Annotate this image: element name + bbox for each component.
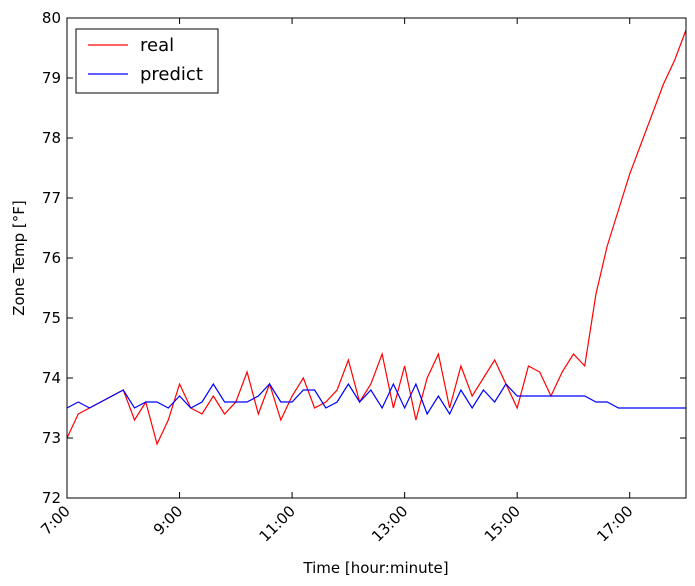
- x-tick-label: 13:00: [368, 502, 411, 545]
- legend-label: predict: [140, 64, 203, 85]
- y-tick-label: 75: [42, 309, 61, 327]
- x-tick-label: 15:00: [481, 502, 524, 545]
- x-tick-label: 9:00: [150, 502, 187, 539]
- series-line: [66, 382, 686, 416]
- y-tick-label: 76: [42, 249, 61, 267]
- x-tick-label: 11:00: [256, 502, 299, 545]
- y-tick-label: 72: [42, 489, 61, 507]
- x-tick-label: 17:00: [593, 502, 636, 545]
- plot-frame: [66, 17, 687, 499]
- y-tick-label: 80: [42, 9, 61, 27]
- y-tick-label: 79: [42, 69, 61, 87]
- x-axis-label: Time [hour:minute]: [302, 559, 448, 577]
- y-tick-label: 73: [42, 429, 61, 447]
- series-line: [66, 29, 687, 446]
- x-tick-label: 7:00: [37, 502, 74, 539]
- legend-label: real: [140, 35, 174, 56]
- legend-box: [75, 28, 219, 94]
- legend: real predict: [75, 28, 219, 94]
- y-tick-label: 77: [42, 189, 61, 207]
- y-tick-label: 78: [42, 129, 61, 147]
- y-axis-label: Zone Temp [°F]: [10, 200, 28, 316]
- y-tick-label: 74: [42, 369, 61, 387]
